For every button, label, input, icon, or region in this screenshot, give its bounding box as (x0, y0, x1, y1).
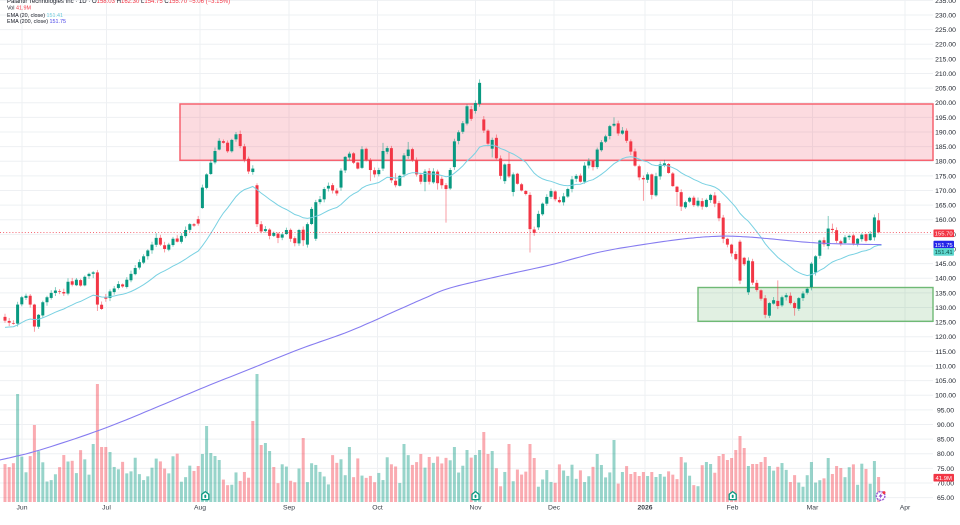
svg-text:210.00: 210.00 (935, 71, 956, 78)
svg-text:205.00: 205.00 (935, 86, 956, 93)
svg-text:Palantir Technologies Inc · 1D: Palantir Technologies Inc · 1D · O158.03… (7, 0, 230, 5)
svg-text:195.00: 195.00 (935, 115, 956, 122)
svg-text:Nov: Nov (469, 505, 482, 512)
svg-text:75.00: 75.00 (937, 466, 954, 473)
svg-text:230.00: 230.00 (935, 12, 956, 19)
svg-text:Dec: Dec (548, 505, 561, 512)
svg-text:2026: 2026 (637, 505, 652, 512)
svg-text:145.00: 145.00 (935, 261, 956, 268)
svg-text:Vol 41.9M: Vol 41.9M (7, 6, 31, 12)
svg-text:Jun: Jun (17, 505, 28, 512)
svg-text:Jul: Jul (102, 505, 111, 512)
svg-text:165.00: 165.00 (935, 203, 956, 210)
svg-text:140.00: 140.00 (935, 276, 956, 283)
svg-text:EMA (200, close) 151.75: EMA (200, close) 151.75 (7, 19, 66, 25)
svg-text:155.70: 155.70 (935, 232, 954, 238)
svg-text:41.9M: 41.9M (936, 476, 952, 482)
svg-text:185.00: 185.00 (935, 144, 956, 151)
svg-text:EMA (20, close) 151.41: EMA (20, close) 151.41 (7, 13, 63, 19)
svg-text:Oct: Oct (372, 505, 383, 512)
svg-text:215.00: 215.00 (935, 56, 956, 63)
svg-text:220.00: 220.00 (935, 42, 956, 49)
svg-text:151.75: 151.75 (935, 243, 954, 249)
svg-text:135.00: 135.00 (935, 290, 956, 297)
svg-text:175.00: 175.00 (935, 173, 956, 180)
svg-text:85.00: 85.00 (937, 437, 954, 444)
svg-text:180.00: 180.00 (935, 159, 956, 166)
svg-text:Aug: Aug (194, 505, 206, 512)
svg-text:160.00: 160.00 (935, 217, 956, 224)
svg-text:Mar: Mar (807, 505, 819, 512)
svg-text:65.00: 65.00 (937, 495, 954, 502)
svg-text:105.00: 105.00 (935, 378, 956, 385)
svg-text:Sep: Sep (283, 505, 295, 512)
svg-text:130.00: 130.00 (935, 305, 956, 312)
svg-text:125.00: 125.00 (935, 320, 956, 327)
svg-text:235.00: 235.00 (935, 0, 956, 5)
svg-text:Apr: Apr (900, 505, 911, 512)
svg-text:Feb: Feb (727, 505, 739, 512)
svg-text:90.00: 90.00 (937, 422, 954, 429)
svg-text:70.00: 70.00 (937, 480, 954, 487)
svg-text:120.00: 120.00 (935, 334, 956, 341)
svg-text:115.00: 115.00 (935, 349, 956, 356)
svg-text:190.00: 190.00 (935, 129, 956, 136)
svg-text:151.41: 151.41 (935, 250, 953, 256)
svg-text:100.00: 100.00 (935, 393, 956, 400)
svg-text:200.00: 200.00 (935, 100, 956, 107)
svg-text:95.00: 95.00 (937, 407, 954, 414)
svg-text:80.00: 80.00 (937, 451, 954, 458)
svg-text:225.00: 225.00 (935, 27, 956, 34)
svg-text:110.00: 110.00 (935, 363, 956, 370)
svg-text:170.00: 170.00 (935, 188, 956, 195)
